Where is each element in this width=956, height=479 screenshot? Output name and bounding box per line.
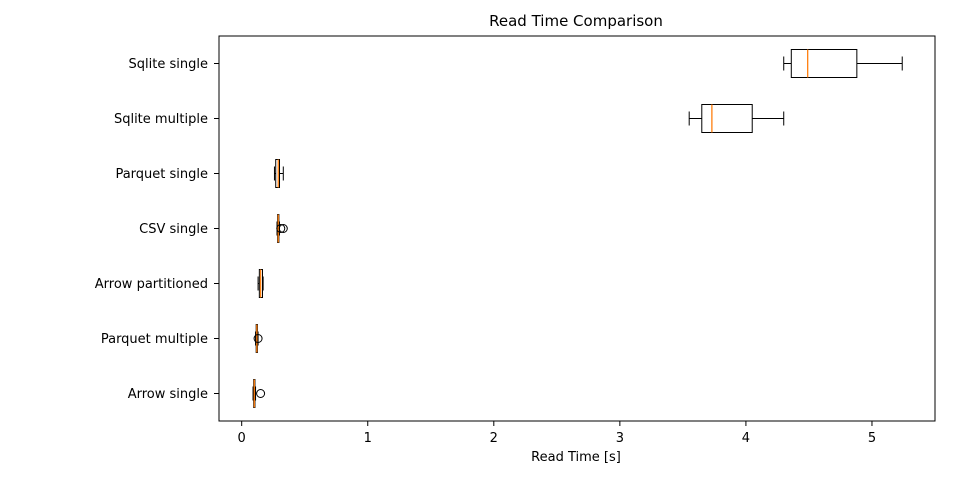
box-item [688,104,785,133]
x-axis-label: Read Time [s] [531,450,621,465]
y-axis: Arrow single Parquet multiple Arrow partit… [95,57,219,402]
y-tick-label: Parquet multiple [101,332,208,347]
box-item [253,324,263,353]
flier-point [276,224,286,233]
box-item [257,269,264,298]
box-iqr [790,49,858,78]
flier-point [256,389,266,398]
box-series [252,49,903,408]
y-tick-label: Sqlite multiple [114,112,208,127]
box-item [273,159,284,188]
flier-point [253,334,263,343]
y-tick-label: Parquet single [115,167,208,182]
y-tick-label: CSV single [139,222,208,237]
plot-frame [218,35,936,422]
x-tick-label: 4 [742,431,750,446]
chart-title: Read Time Comparison [489,12,663,30]
box-item [252,379,266,408]
box-item [276,214,288,243]
x-tick-label: 5 [868,431,876,446]
x-tick-label: 3 [616,431,624,446]
box-iqr [701,104,753,133]
x-tick-label: 2 [490,431,498,446]
flier-point [278,224,288,233]
y-tick-label: Arrow single [128,387,208,402]
y-tick-label: Sqlite single [129,57,208,72]
x-tick-label: 0 [238,431,246,446]
x-axis: 0 1 2 3 4 5 [238,421,876,446]
box-item [783,49,903,78]
x-tick-label: 1 [364,431,372,446]
y-tick-label: Arrow partitioned [95,277,208,292]
